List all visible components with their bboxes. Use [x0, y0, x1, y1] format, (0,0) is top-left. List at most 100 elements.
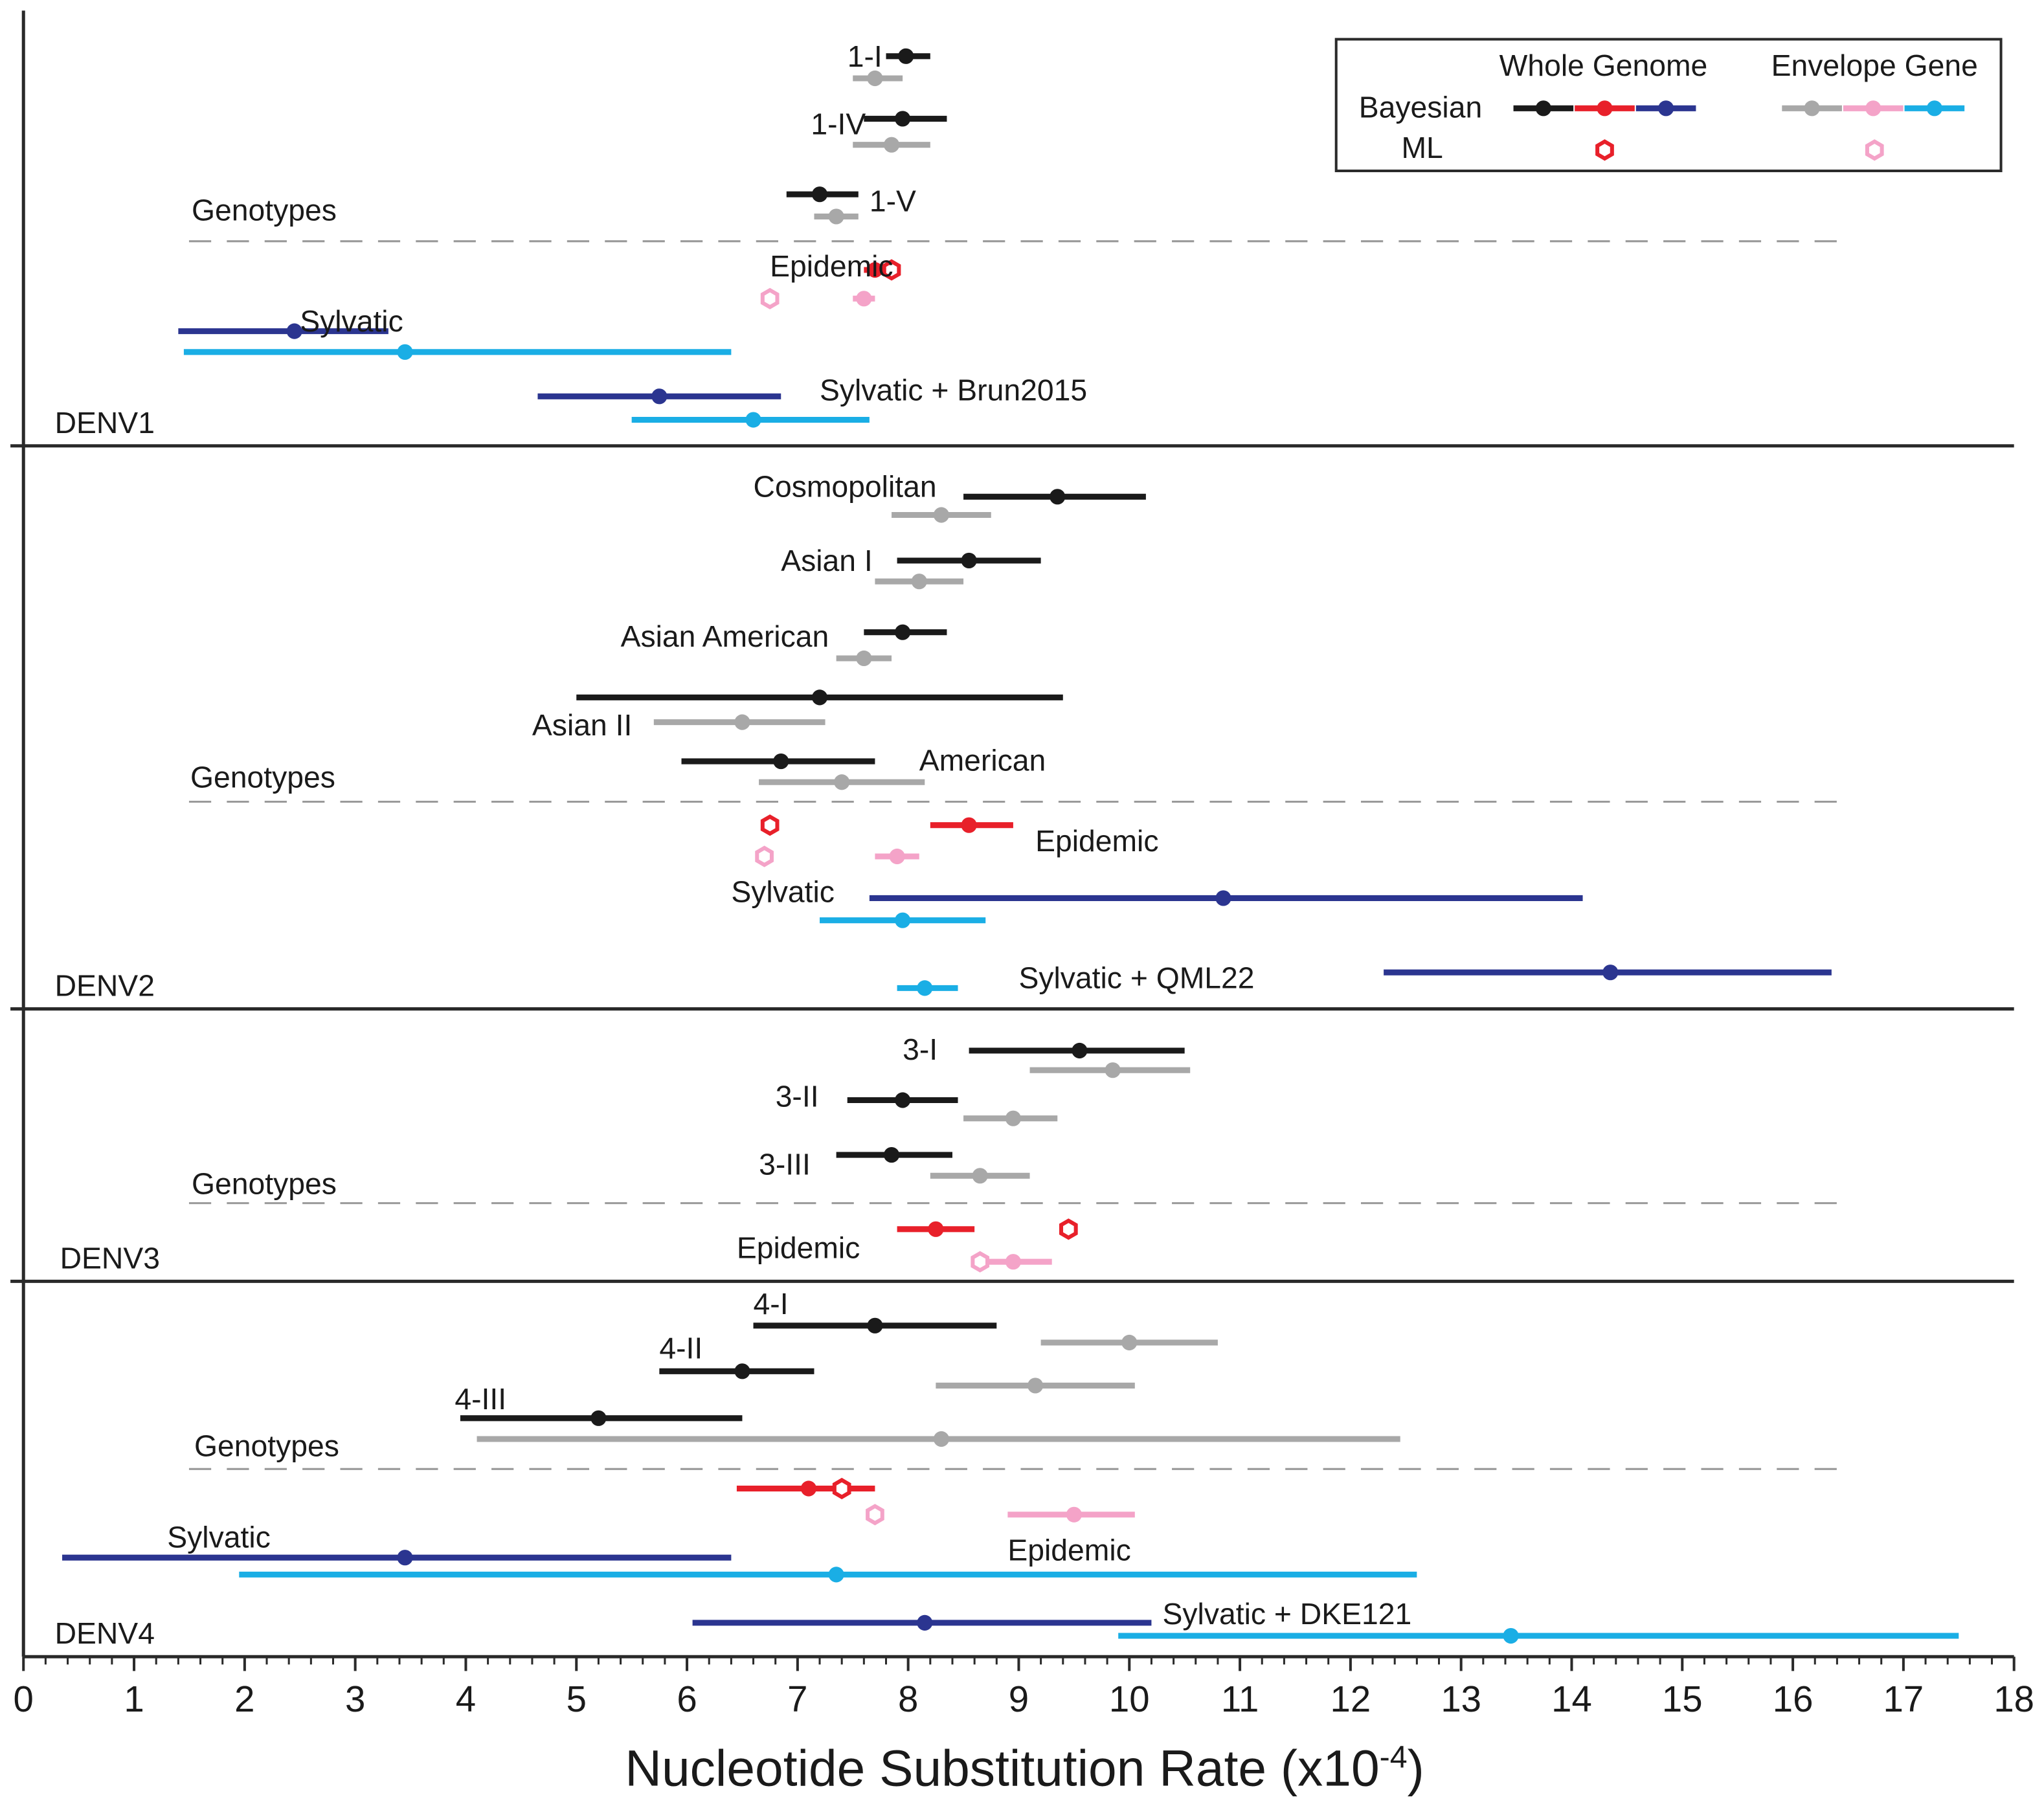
denv2-bar-9 [681, 753, 875, 770]
x-tick-label-8: 8 [898, 1679, 918, 1719]
denv3-bar-8 [971, 1251, 1052, 1273]
x-tick-label-1: 1 [124, 1679, 144, 1719]
mean-point [773, 753, 789, 770]
x-tick-label-15: 15 [1662, 1679, 1703, 1719]
denv2-bar-13 [869, 890, 1583, 906]
x-tick-label-6: 6 [677, 1679, 697, 1719]
denv4-label-4: Sylvatic [167, 1520, 271, 1554]
legend-whole-swatch-point-3 [1658, 100, 1674, 117]
denv3-bar-5 [836, 1146, 952, 1163]
x-tick-label-17: 17 [1883, 1679, 1924, 1719]
x-tick-label-16: 16 [1773, 1679, 1814, 1719]
x-tick-label-14: 14 [1551, 1679, 1592, 1719]
panel-name-denv3: DENV3 [60, 1241, 160, 1275]
panel-name-denv2: DENV2 [55, 969, 155, 1003]
mean-point [883, 1146, 900, 1163]
mean-point [895, 912, 911, 928]
mean-point [867, 262, 883, 278]
panel-denv3-bars [836, 1042, 1191, 1273]
mean-point [1503, 1627, 1519, 1644]
denv4-bar-9 [62, 1550, 732, 1566]
denv1-label-5: Sylvatic [300, 304, 403, 338]
mean-point [889, 848, 905, 865]
panel-denv2-bars [576, 489, 1832, 996]
mean-point [917, 980, 933, 996]
mean-point [1105, 1062, 1121, 1078]
x-tick-label-10: 10 [1109, 1679, 1150, 1719]
legend-envelope-swatch-point-1 [1804, 100, 1820, 117]
legend-whole-genome-header: Whole Genome [1499, 49, 1708, 82]
genotype-dashed-lines [188, 240, 1848, 1470]
denv4-bar-2 [1040, 1334, 1218, 1351]
mean-point [1050, 489, 1066, 505]
mean-point [895, 624, 911, 640]
mean-point [1215, 890, 1231, 906]
denv1-bar-1 [886, 48, 930, 64]
denv4-bar-1 [753, 1317, 997, 1334]
x-tick-label-5: 5 [567, 1679, 587, 1719]
denv1-bar-5 [786, 186, 859, 203]
x-tick-label-0: 0 [14, 1679, 34, 1719]
denv4-bar-5 [460, 1410, 743, 1426]
ml-estimate-marker [1059, 1218, 1078, 1240]
denv2-bar-8 [653, 714, 825, 730]
legend-ml-whole-marker [1595, 139, 1614, 161]
denv1-label-3: 1-V [870, 184, 916, 218]
mean-point [928, 1221, 944, 1237]
denv2-bar-15 [1384, 965, 1832, 981]
mean-point [651, 388, 668, 405]
denv3-bar-2 [1029, 1062, 1191, 1078]
legend-bayesian-label: Bayesian [1359, 90, 1482, 124]
legend-envelope-swatch-point-3 [1926, 100, 1942, 117]
denv2-label-6: Epidemic [1035, 824, 1158, 858]
x-tick-label-11: 11 [1221, 1679, 1259, 1719]
mean-point [961, 552, 977, 569]
denv2-bar-1 [963, 489, 1146, 505]
denv1-bar-6 [814, 208, 859, 225]
mean-point [883, 137, 900, 153]
x-tick-label-18: 18 [1993, 1679, 2034, 1719]
genotypes-label-denv4: Genotypes [194, 1429, 339, 1462]
panel-name-denv1: DENV1 [55, 406, 155, 440]
legend-whole-swatch-point-1 [1535, 100, 1551, 117]
ml-estimate-marker [755, 845, 774, 867]
legend: Whole Genome Envelope Gene Bayesian ML [1334, 38, 2003, 172]
denv3-bar-3 [847, 1092, 958, 1108]
legend-ml-envelope-marker [1865, 139, 1884, 161]
error-bars [62, 48, 1959, 1644]
denv4-bar-10 [239, 1567, 1417, 1583]
denv3-bar-1 [969, 1042, 1185, 1059]
denv2-label-4: Asian II [532, 708, 632, 742]
denv2-bar-2 [892, 507, 991, 523]
mean-point [1005, 1110, 1022, 1126]
denv1-bar-8 [760, 287, 875, 309]
denv4-label-1: 4-I [754, 1287, 789, 1321]
denv2-label-7: Sylvatic [731, 875, 835, 909]
mean-point [895, 1092, 911, 1108]
panel-denv1-bars [178, 48, 947, 428]
denv3-bar-4 [963, 1110, 1058, 1126]
denv2-bar-16 [897, 980, 958, 996]
mean-point [828, 1567, 844, 1583]
mean-point [734, 1363, 750, 1379]
denv2-label-3: Asian American [621, 619, 829, 653]
mean-point [800, 1480, 817, 1497]
mean-point [898, 48, 914, 64]
denv3-bar-6 [930, 1168, 1030, 1184]
mean-point [397, 344, 413, 360]
legend-swatches [1513, 100, 1965, 161]
denv2-bar-3 [897, 552, 1041, 569]
genotypes-label-denv3: Genotypes [192, 1167, 337, 1201]
denv2-bar-14 [820, 912, 986, 928]
denv1-label-6: Sylvatic + Brun2015 [820, 373, 1087, 407]
x-axis-title: Nucleotide Substitution Rate (x10-4) [625, 1739, 1424, 1796]
mean-point [811, 689, 828, 706]
mean-point [590, 1410, 607, 1426]
denv1-bar-4 [853, 137, 930, 153]
ml-estimate-marker [866, 1504, 884, 1526]
mean-point [856, 291, 872, 307]
denv2-bar-7 [576, 689, 1063, 706]
mean-point [397, 1550, 413, 1566]
